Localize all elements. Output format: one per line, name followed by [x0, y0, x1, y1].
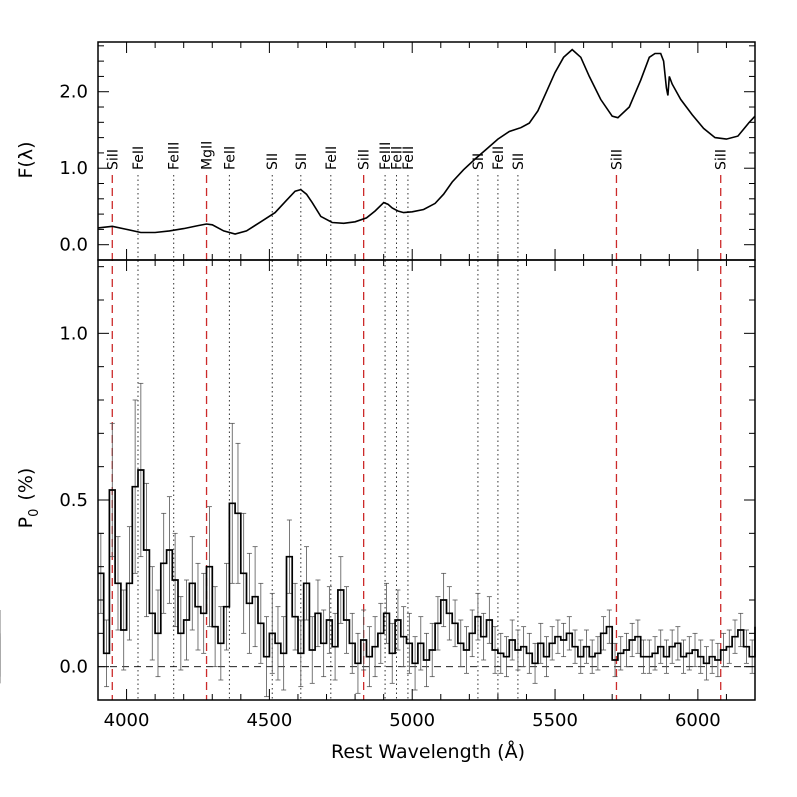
top-y-tick-label-2: 2.0: [59, 82, 88, 103]
bottom-y-axis-symbol: P: [15, 517, 37, 528]
red-line-label-4: SiII: [714, 149, 730, 170]
axes: 4000 4500 5000 5500 6000 0.0 1.0 2.0 0.0 0.5 1.0: [59, 41, 756, 731]
x-tick-label-4500: 4500: [246, 710, 292, 731]
dotted-line-label-5: FeII: [324, 146, 340, 170]
bottom-y-axis-unit: (%): [15, 468, 37, 501]
polarization-panel-data: [0, 382, 756, 698]
top-y-tick-label-0: 0.0: [59, 235, 88, 256]
top-y-tick-label-1: 1.0: [59, 158, 88, 179]
x-tick-label-5000: 5000: [389, 710, 435, 731]
x-axis-title: Rest Wavelength (Å): [331, 740, 525, 763]
dotted-line-label-11: SII: [511, 153, 527, 170]
bottom-y-axis-subscript: 0: [27, 509, 42, 517]
dotted-line-label-8: FeII: [401, 146, 417, 170]
dotted-line-label-2: FeII: [222, 146, 238, 170]
dotted-line-label-4: SII: [294, 153, 310, 170]
x-tick-label-6000: 6000: [675, 710, 721, 731]
dotted-line-label-1: FeIII: [167, 142, 183, 170]
bottom-panel-frame: [97, 259, 756, 701]
dotted-line-label-0: FeII: [131, 146, 147, 170]
top-y-axis-title: F(λ): [15, 142, 37, 179]
x-tick-label-4000: 4000: [104, 710, 150, 731]
polarization-histogram: [98, 469, 756, 665]
red-line-label-2: SiII: [357, 149, 373, 170]
bottom-y-tick-label-2: 1.0: [59, 323, 88, 344]
red-line-label-1: MgII: [200, 141, 216, 170]
dotted-line-label-9: SII: [471, 153, 487, 170]
dotted-line-label-7: FeII: [390, 146, 406, 170]
x-tick-label-5500: 5500: [532, 710, 578, 731]
flux-spectrum-line: [97, 48, 756, 235]
flux-panel-data: [97, 48, 756, 235]
bottom-y-tick-label-0: 0.0: [59, 657, 88, 678]
dotted-line-label-3: SII: [265, 153, 281, 170]
dotted-line-label-10: FeII: [491, 146, 507, 170]
bottom-y-axis-title: P0 (%): [15, 468, 42, 529]
bottom-y-tick-label-1: 0.5: [59, 490, 88, 511]
dotted-line-label-6: FeIII: [378, 142, 394, 170]
red-line-label-3: SiII: [609, 149, 625, 170]
red-line-label-0: SiII: [105, 149, 121, 170]
